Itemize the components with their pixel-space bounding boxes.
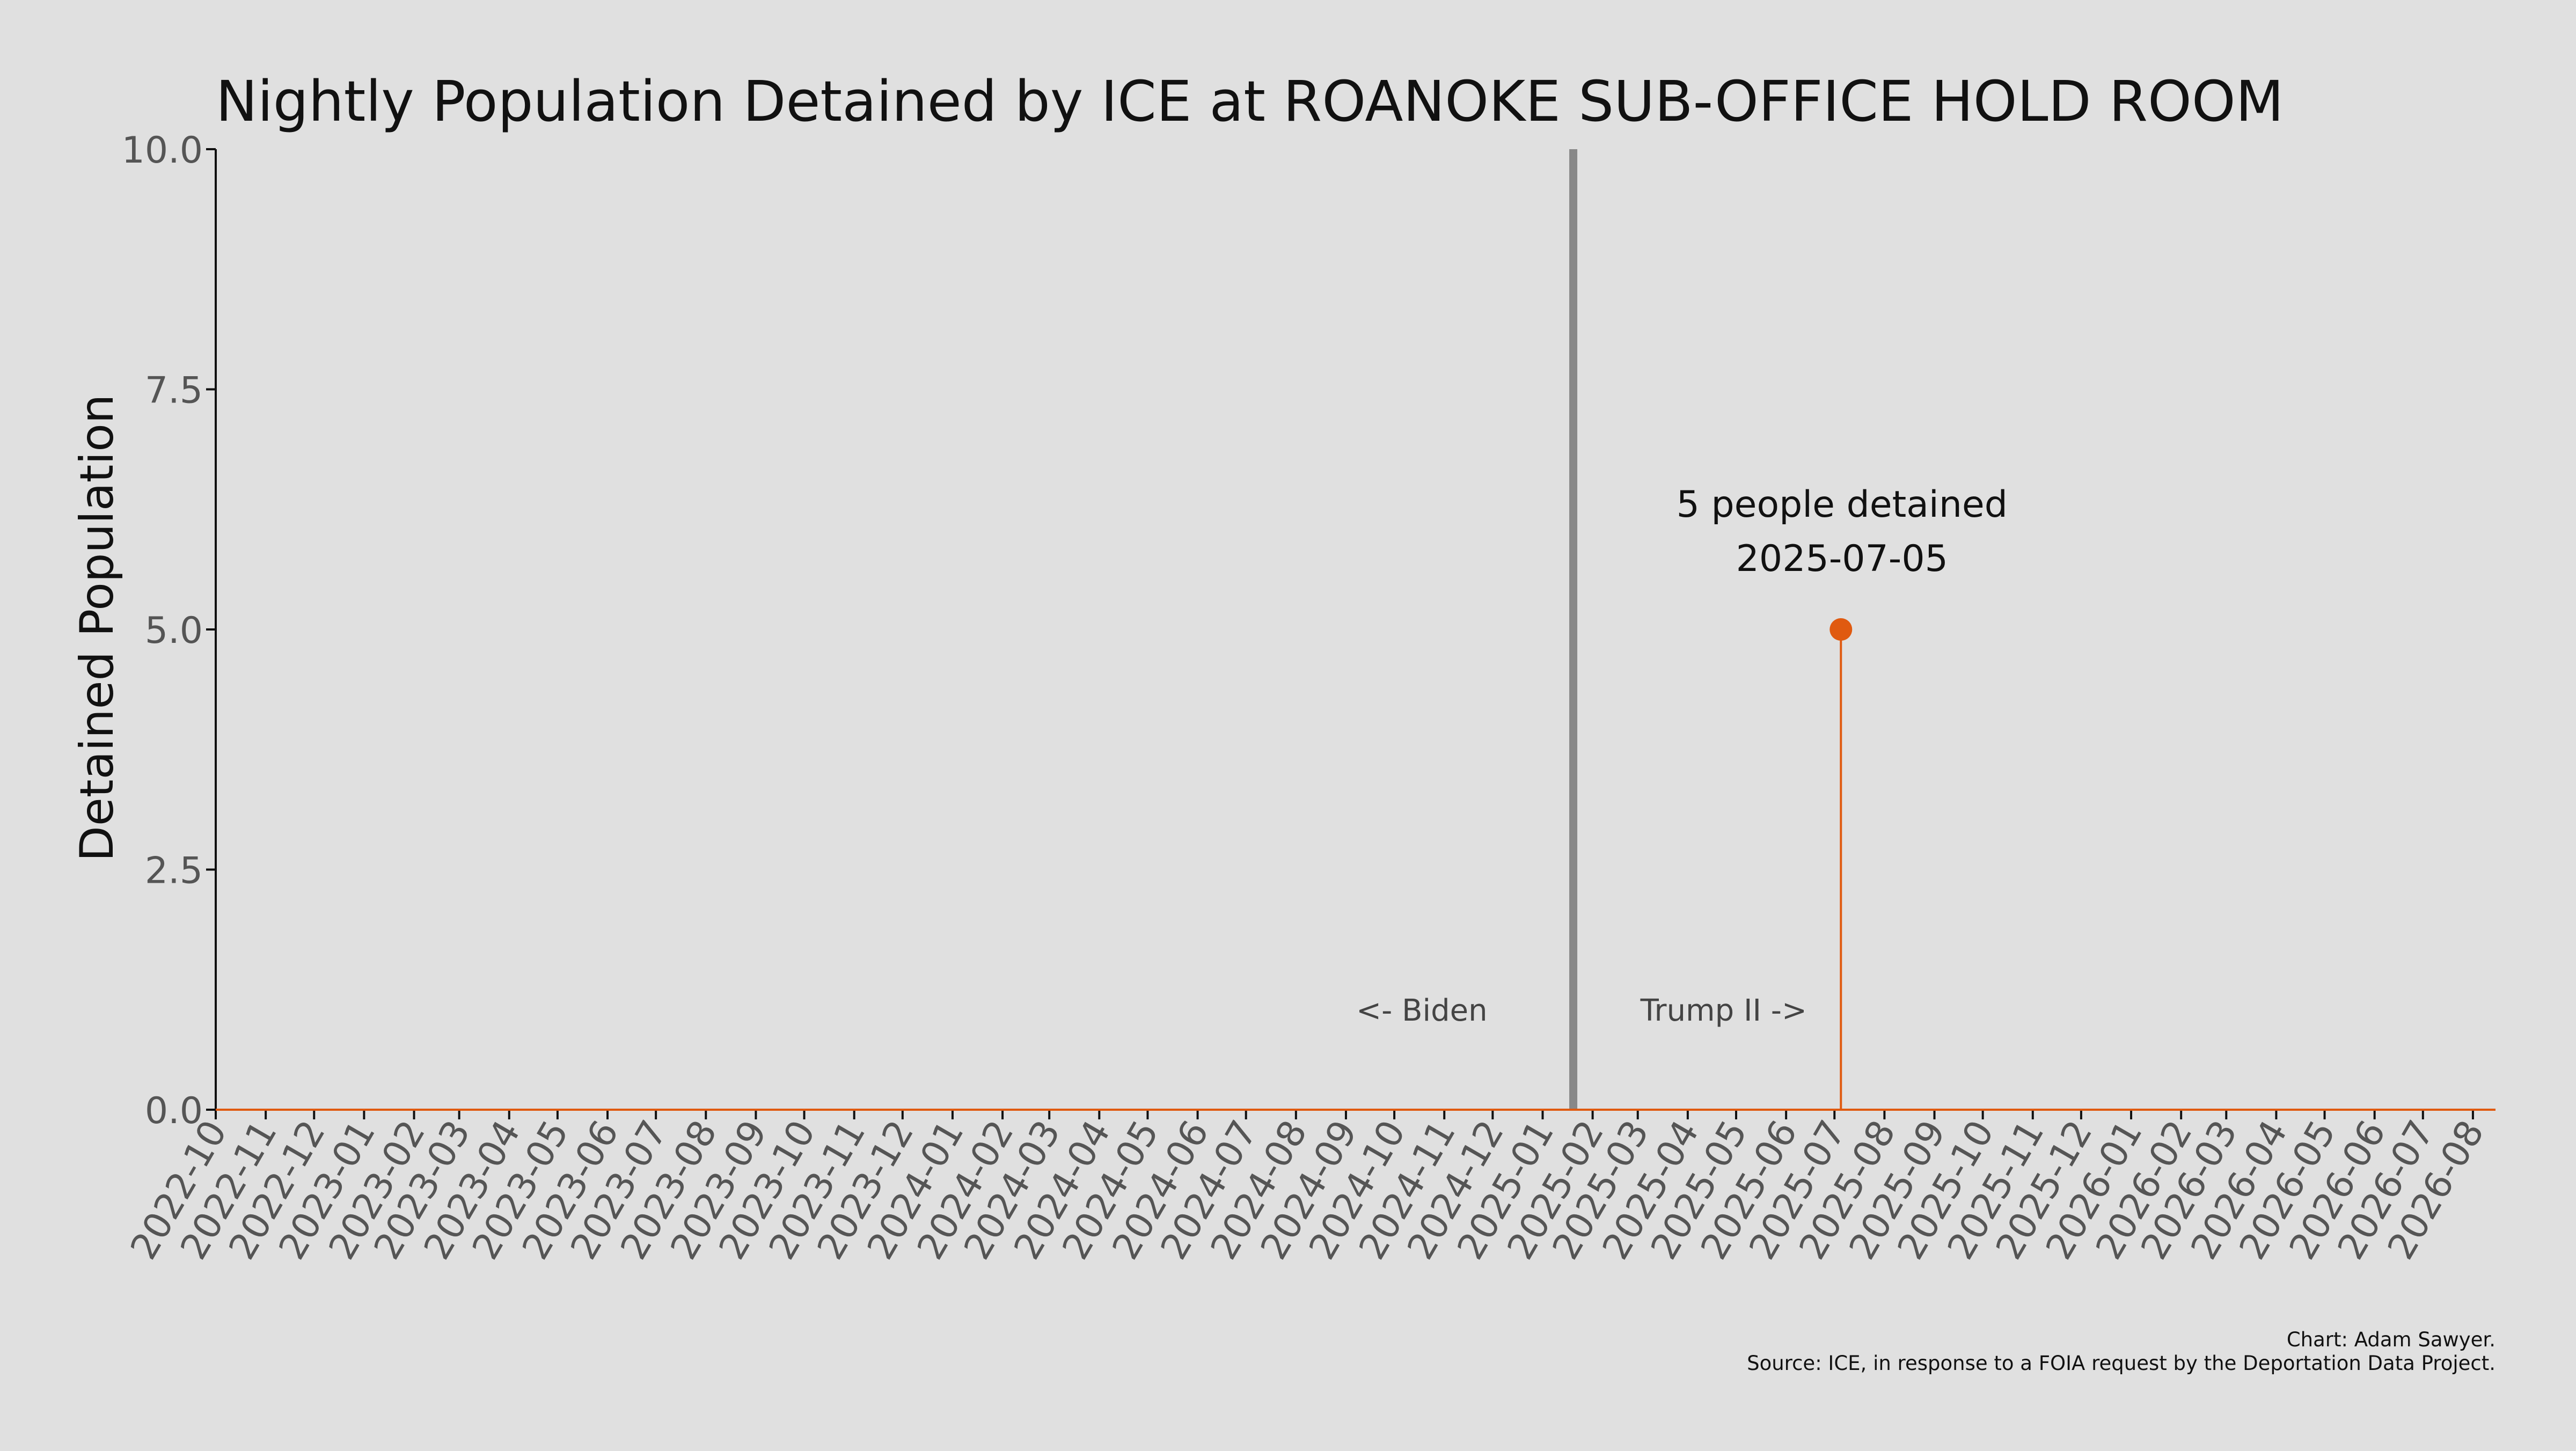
y-tick-label: 7.5 xyxy=(145,370,203,412)
peak-annotation-date: 2025-07-05 xyxy=(1736,538,1948,580)
credit-line-2: Source: ICE, in response to a FOIA reque… xyxy=(1747,1352,2496,1375)
series-line xyxy=(216,629,2496,1111)
trump-label: Trump II -> xyxy=(1640,993,1807,1028)
y-tick-label: 2.5 xyxy=(145,850,203,892)
data-point xyxy=(1829,618,1853,641)
credit-line-1: Chart: Adam Sawyer. xyxy=(2287,1328,2496,1351)
peak-annotation-count: 5 people detained xyxy=(1677,483,2008,526)
biden-label: <- Biden xyxy=(1356,993,1487,1028)
chart-title: Nightly Population Detained by ICE at RO… xyxy=(216,69,2284,134)
y-tick-label: 5.0 xyxy=(145,610,203,652)
y-tick-label: 0.0 xyxy=(145,1090,203,1132)
plot-area: 0.02.55.07.510.02022-102022-112022-12202… xyxy=(122,129,2496,1267)
y-tick-label: 10.0 xyxy=(122,129,203,172)
y-axis-label: Detained Population xyxy=(70,394,124,862)
